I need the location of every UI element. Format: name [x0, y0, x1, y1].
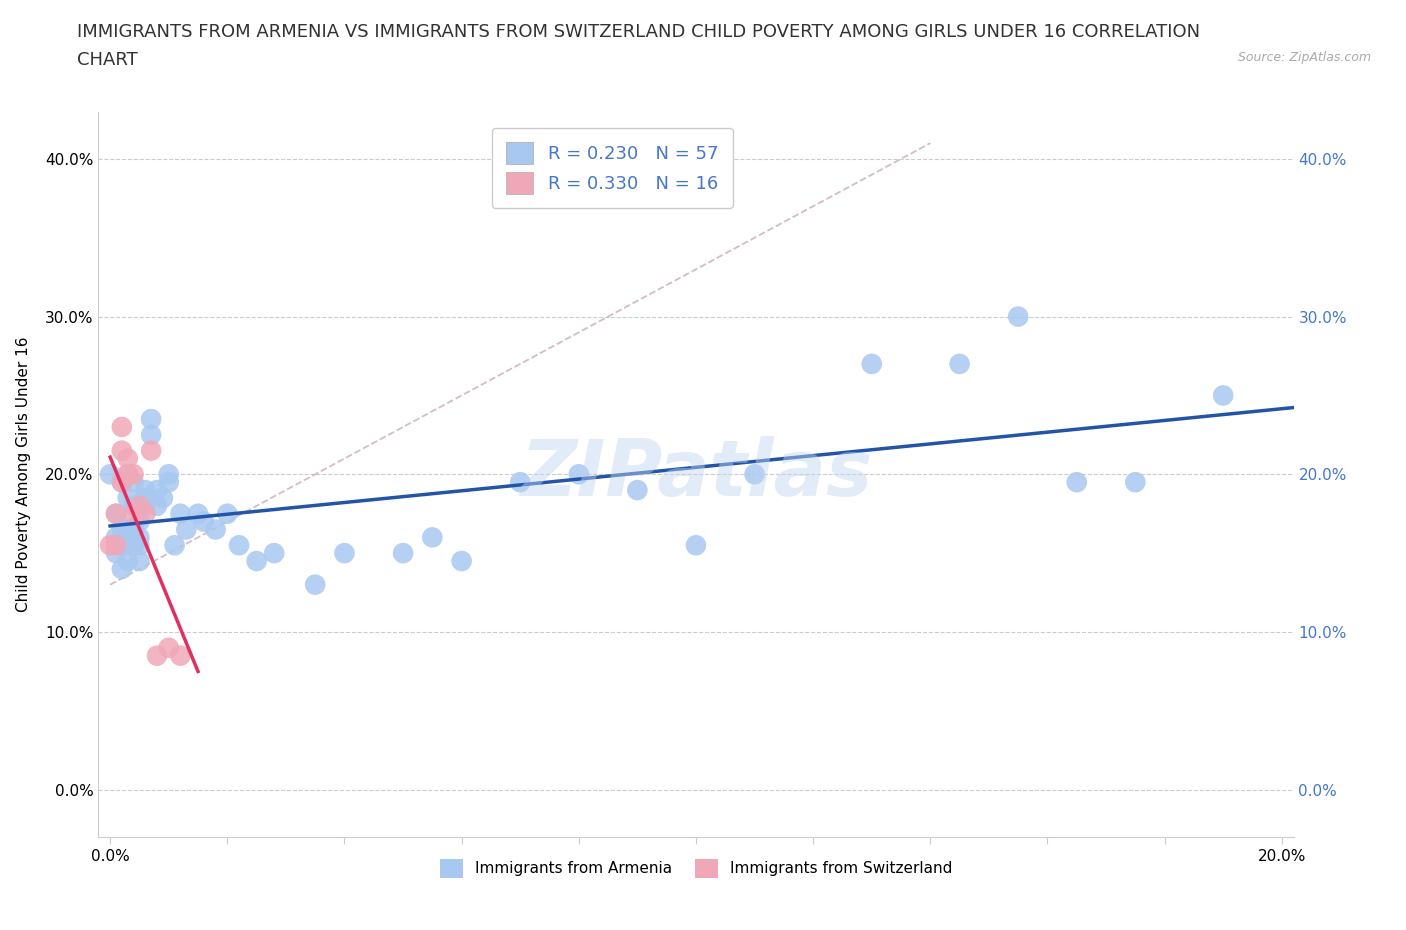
Point [450, 553, 472, 568]
Point [105, 546, 128, 561]
Point [146, 648, 169, 663]
Point [105, 506, 128, 521]
Point [122, 474, 145, 489]
Point [146, 483, 169, 498]
Point [1125, 474, 1147, 489]
Point [111, 474, 134, 489]
Point [246, 553, 269, 568]
Point [134, 498, 156, 513]
Point [626, 483, 648, 498]
Point [948, 356, 970, 371]
Point [169, 506, 191, 521]
Point [1212, 388, 1234, 403]
Point [111, 562, 134, 577]
Point [111, 474, 134, 489]
Point [105, 530, 128, 545]
Point [128, 553, 150, 568]
Point [117, 451, 139, 466]
Point [1066, 474, 1088, 489]
Text: IMMIGRANTS FROM ARMENIA VS IMMIGRANTS FROM SWITZERLAND CHILD POVERTY AMONG GIRLS: IMMIGRANTS FROM ARMENIA VS IMMIGRANTS FR… [77, 23, 1201, 41]
Point [128, 498, 150, 513]
Point [146, 498, 169, 513]
Point [509, 474, 531, 489]
Point [128, 538, 150, 552]
Point [568, 467, 591, 482]
Point [117, 467, 139, 482]
Point [422, 530, 444, 545]
Point [134, 483, 156, 498]
Point [169, 648, 191, 663]
Point [111, 538, 134, 552]
Point [117, 522, 139, 537]
Y-axis label: Child Poverty Among Girls Under 16: Child Poverty Among Girls Under 16 [17, 337, 31, 612]
Point [157, 474, 180, 489]
Point [193, 514, 215, 529]
Point [228, 538, 250, 552]
Point [128, 514, 150, 529]
Point [122, 498, 145, 513]
Point [217, 506, 239, 521]
Point [141, 412, 163, 427]
Point [685, 538, 707, 552]
Point [157, 467, 180, 482]
Point [117, 538, 139, 552]
Point [128, 530, 150, 545]
Point [141, 444, 163, 458]
Point [111, 522, 134, 537]
Point [152, 490, 174, 505]
Legend: Immigrants from Armenia, Immigrants from Switzerland: Immigrants from Armenia, Immigrants from… [433, 853, 959, 884]
Point [187, 506, 209, 521]
Text: ZIPatlas: ZIPatlas [520, 436, 872, 512]
Point [157, 641, 180, 656]
Point [134, 490, 156, 505]
Point [744, 467, 766, 482]
Point [98, 538, 121, 552]
Point [122, 506, 145, 521]
Point [122, 467, 145, 482]
Point [134, 506, 156, 521]
Point [111, 419, 134, 434]
Point [105, 506, 128, 521]
Point [174, 522, 197, 537]
Point [111, 444, 134, 458]
Point [333, 546, 356, 561]
Point [860, 356, 883, 371]
Point [117, 467, 139, 482]
Point [1007, 309, 1029, 324]
Point [122, 522, 145, 537]
Point [117, 490, 139, 505]
Point [204, 522, 226, 537]
Point [117, 553, 139, 568]
Point [105, 538, 128, 552]
Point [141, 428, 163, 443]
Point [122, 538, 145, 552]
Point [263, 546, 285, 561]
Point [163, 538, 186, 552]
Point [98, 467, 121, 482]
Point [392, 546, 415, 561]
Text: Source: ZipAtlas.com: Source: ZipAtlas.com [1237, 51, 1371, 64]
Point [304, 578, 326, 592]
Text: CHART: CHART [77, 51, 138, 69]
